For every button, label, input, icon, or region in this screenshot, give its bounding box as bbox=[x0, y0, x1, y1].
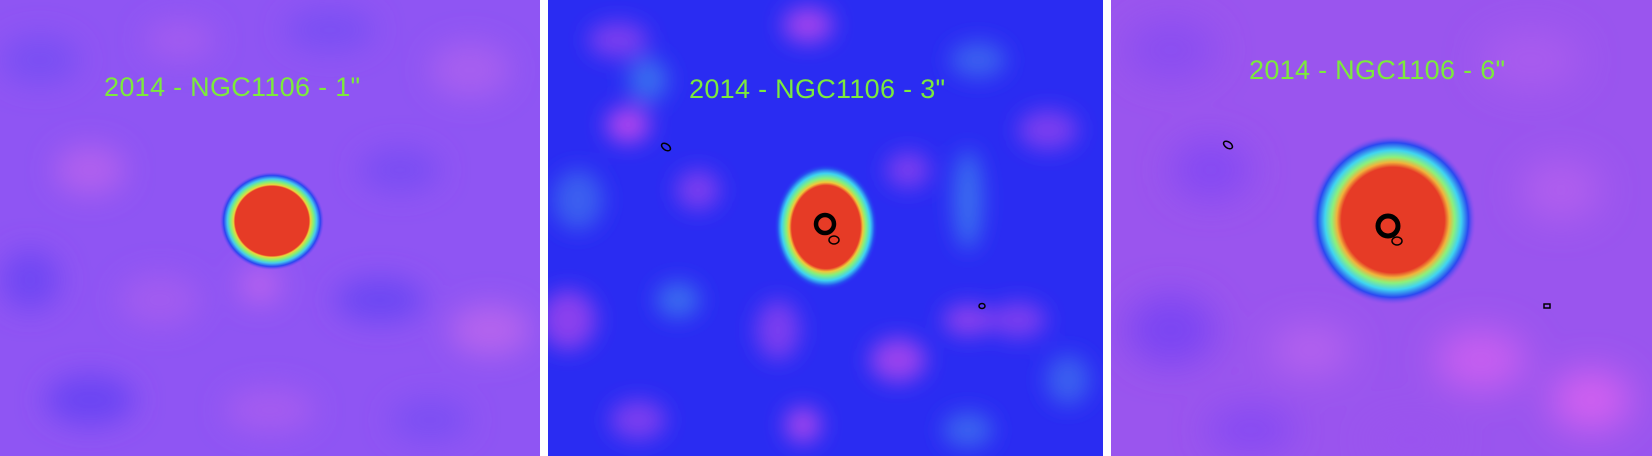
noise-blobs bbox=[1126, 20, 1631, 456]
contour-small bbox=[828, 235, 840, 245]
noise-blobs bbox=[548, 7, 1090, 448]
sky-map-1 bbox=[0, 0, 540, 456]
contour-main bbox=[1375, 213, 1401, 239]
contour-left bbox=[1222, 140, 1234, 150]
image-panel-2: 2014 - NGC1106 - 3" bbox=[548, 0, 1103, 456]
panel-title: 2014 - NGC1106 - 1" bbox=[104, 72, 361, 102]
source-blob bbox=[220, 172, 324, 270]
contour-main bbox=[813, 212, 837, 236]
contour-small bbox=[1391, 236, 1403, 246]
panel-title: 2014 - NGC1106 - 6" bbox=[1249, 55, 1506, 85]
contours bbox=[1222, 140, 1551, 309]
sky-map-3 bbox=[1111, 0, 1652, 456]
noise-blobs bbox=[0, 8, 530, 442]
source-blob bbox=[774, 164, 878, 290]
image-panel-3: 2014 - NGC1106 - 6" bbox=[1111, 0, 1652, 456]
contour-right bbox=[1543, 303, 1551, 309]
contours bbox=[660, 142, 986, 310]
image-panel-1: 2014 - NGC1106 - 1" bbox=[0, 0, 540, 456]
panel-title: 2014 - NGC1106 - 3" bbox=[689, 74, 946, 104]
contour-right bbox=[978, 302, 986, 310]
contour-left bbox=[660, 142, 672, 152]
sky-map-2 bbox=[548, 0, 1103, 456]
